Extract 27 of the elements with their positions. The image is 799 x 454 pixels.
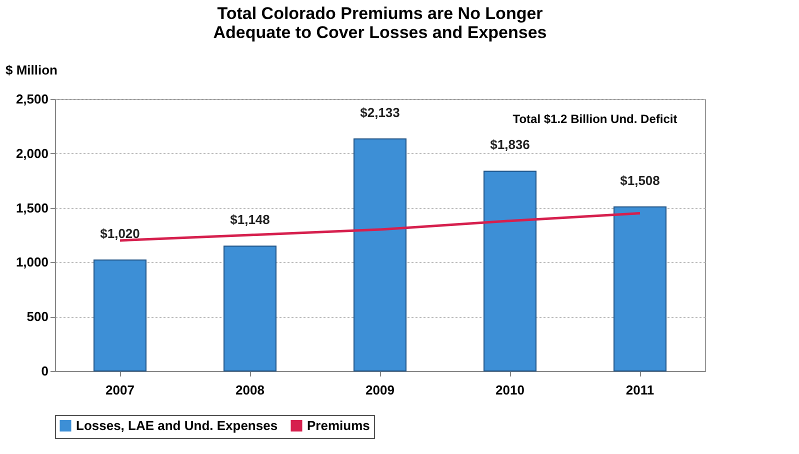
y-tick-label: 2,000 — [16, 146, 48, 161]
legend-label: Premiums — [307, 418, 370, 433]
bar — [354, 138, 406, 372]
x-tick-label: 2007 — [106, 382, 134, 398]
x-tick-label: 2011 — [626, 382, 654, 398]
y-tick-label: 0 — [41, 364, 48, 378]
data-label: $2,133 — [360, 104, 400, 120]
bar — [94, 260, 146, 372]
data-label: $1,148 — [230, 212, 270, 228]
data-label: $1,020 — [100, 226, 140, 242]
text: Adequate to Cover Losses and Expenses — [213, 23, 547, 42]
bar — [484, 170, 536, 372]
y-tick-label: 1,000 — [16, 254, 48, 270]
annotation: Total $1.2 Billion Und. Deficit — [512, 112, 678, 126]
x-tick-label: 2010 — [496, 382, 524, 398]
y-tick-label: 1,500 — [16, 200, 48, 216]
y-axis-title: $ Million — [6, 62, 58, 78]
bar — [224, 246, 276, 372]
y-tick-label: 500 — [26, 309, 48, 324]
x-tick-label: 2008 — [236, 382, 264, 398]
y-tick-label: 2,500 — [16, 92, 48, 106]
legend-label: Losses, LAE and Und. Expenses — [76, 418, 278, 433]
text: Total Colorado Premiums are No Longer — [217, 4, 543, 23]
bar — [614, 206, 666, 372]
x-tick-label: 2009 — [366, 382, 394, 398]
data-label: $1,508 — [620, 172, 660, 188]
data-label: $1,836 — [490, 137, 530, 152]
